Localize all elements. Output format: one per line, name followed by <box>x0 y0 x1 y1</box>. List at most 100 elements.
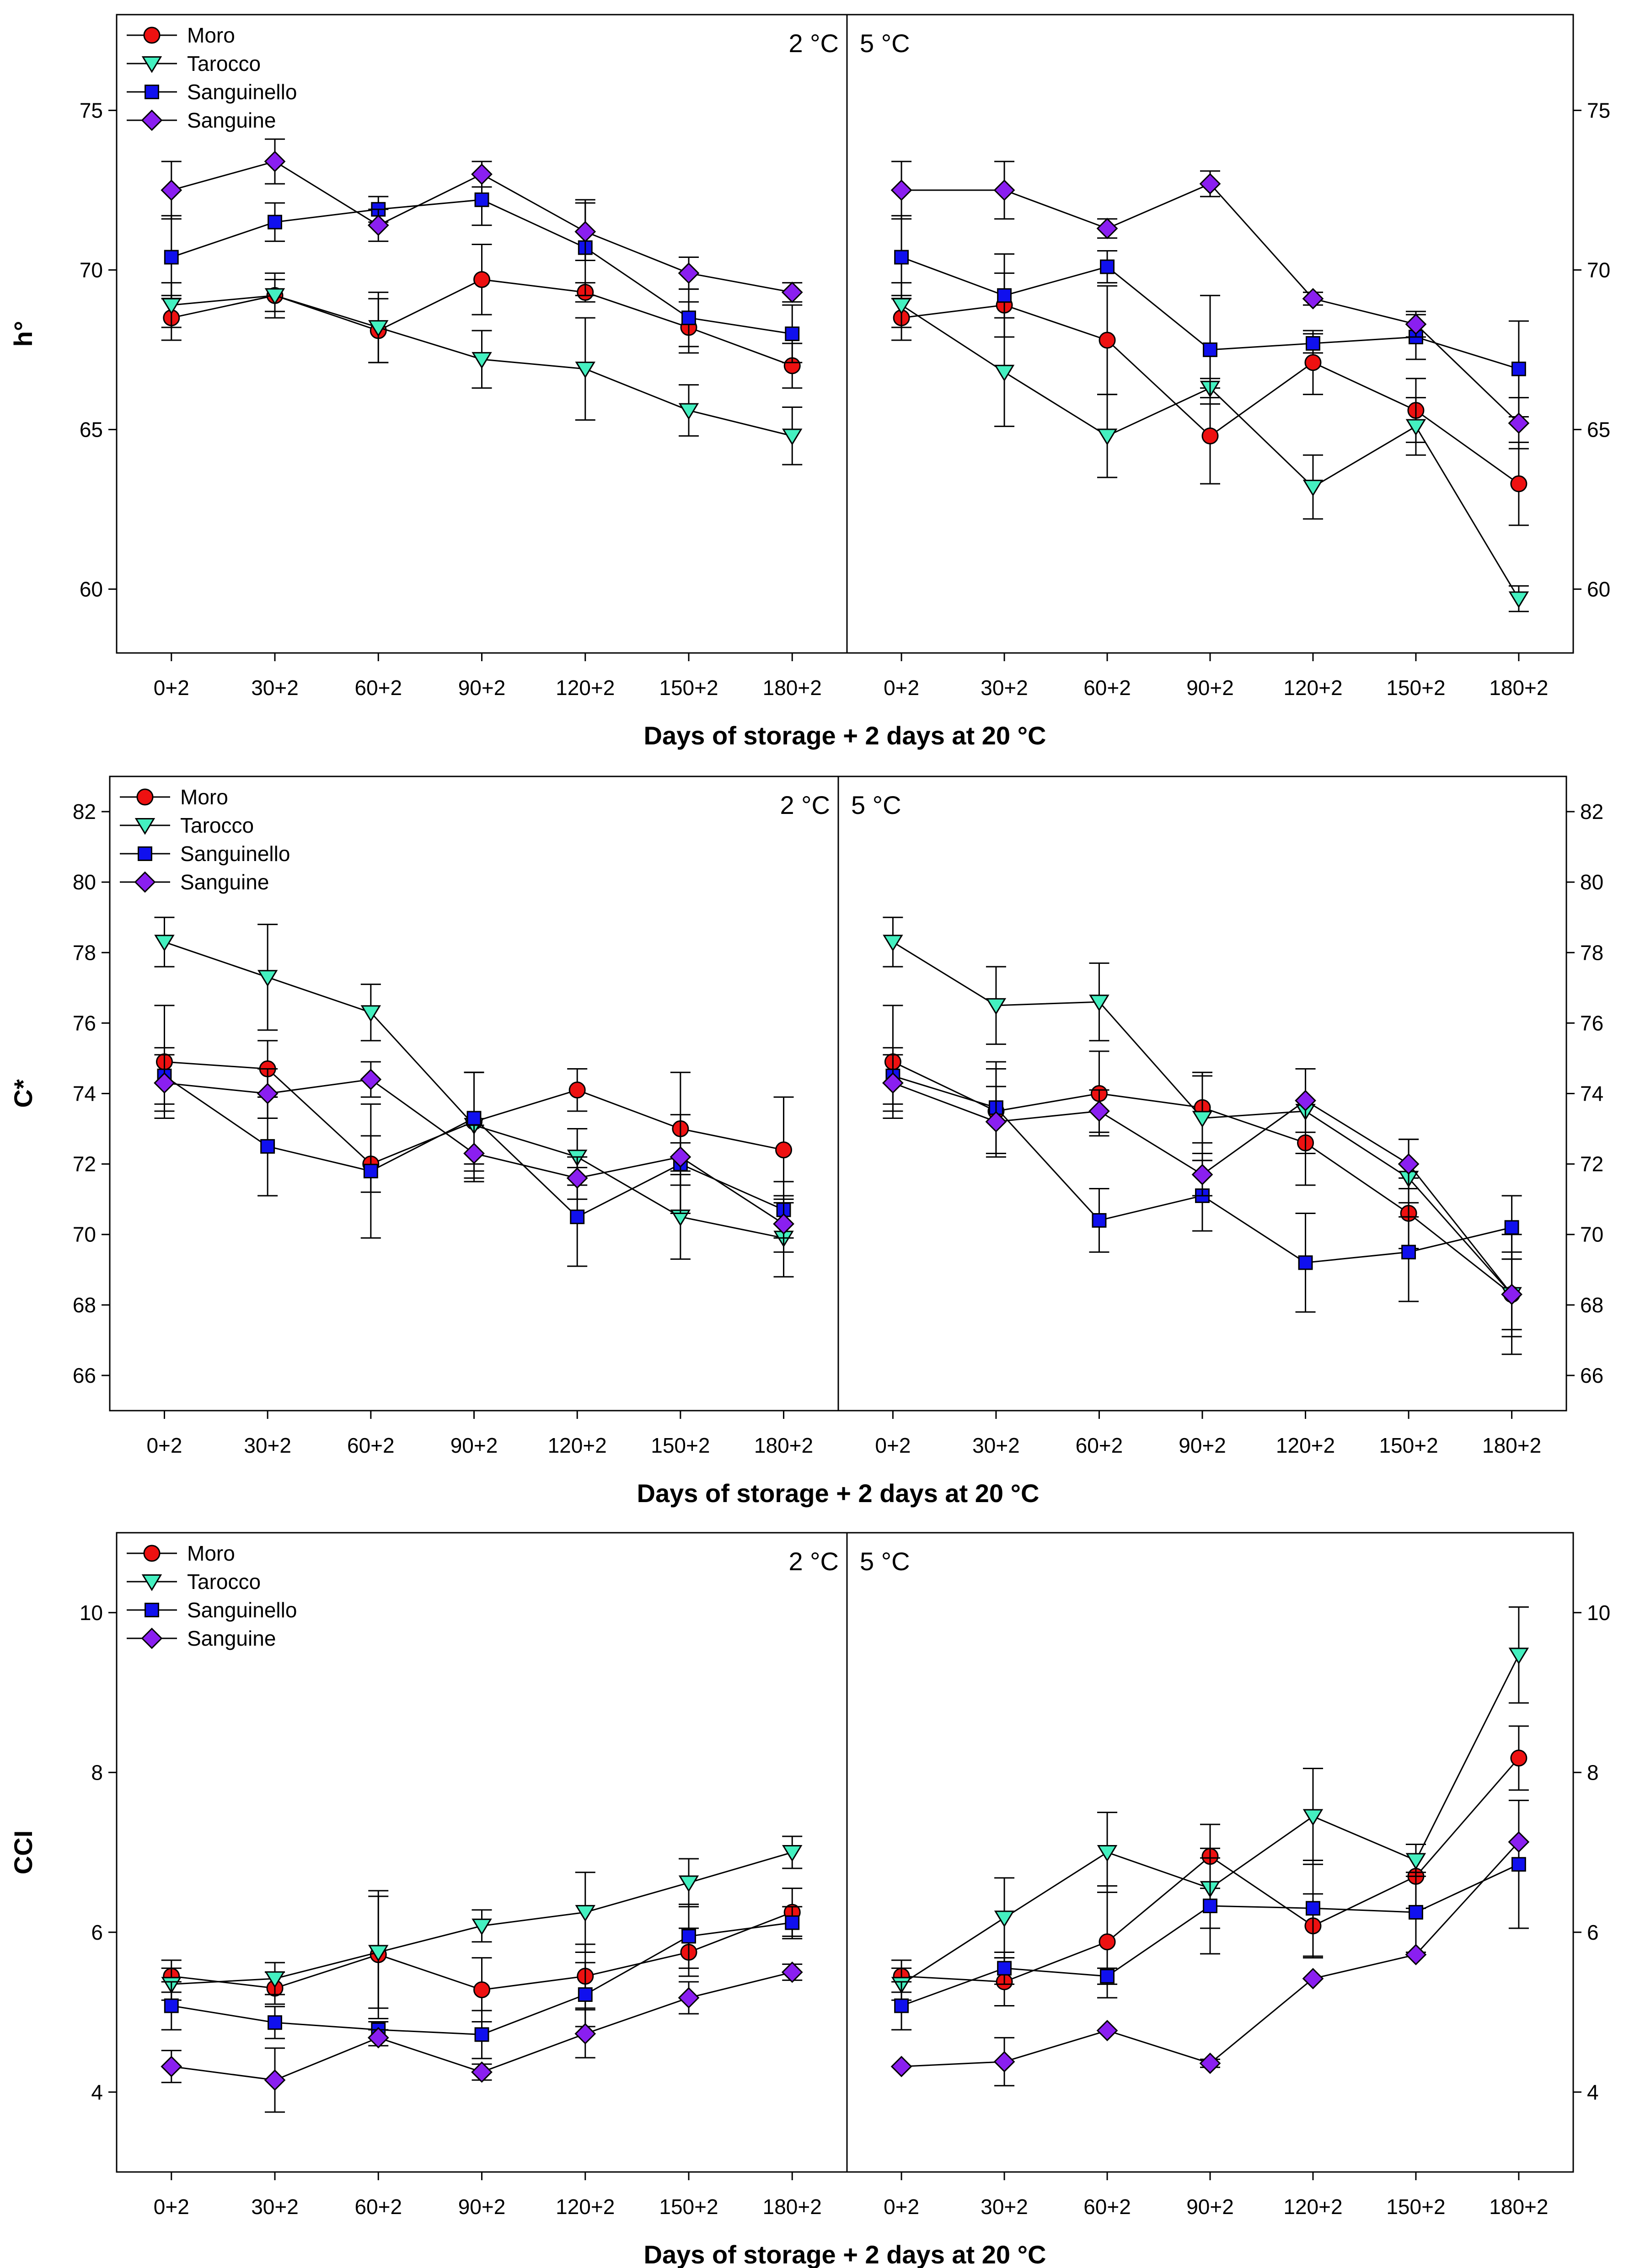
data-point <box>368 1945 389 1962</box>
legend-marker-sanguinello <box>145 85 159 99</box>
data-point <box>575 1905 595 1922</box>
data-point <box>1304 354 1322 371</box>
legend-label-sanguinello: Sanguinello <box>187 80 297 104</box>
data-point <box>1203 342 1217 357</box>
data-point <box>782 1845 803 1862</box>
cci-ytick-label-left: 6 <box>91 1920 103 1944</box>
chroma-ytick-label-left: 66 <box>73 1364 96 1387</box>
chroma-chart: 66 66 68 68 70 70 72 72 74 74 76 76 78 78 80 80 82 82 0+2 3… <box>9 776 1603 1508</box>
data-point <box>1511 361 1526 376</box>
data-point <box>260 1139 275 1154</box>
data-point <box>1501 1284 1522 1305</box>
data-point <box>1302 1968 1324 1990</box>
hue-ytick-label-left: 70 <box>80 258 103 282</box>
data-point <box>474 2027 489 2042</box>
chroma-ytick-label-right: 80 <box>1580 870 1603 894</box>
cci-panel-0-series-sanguinello <box>161 1904 803 2059</box>
data-point <box>890 179 912 201</box>
data-point <box>1097 428 1118 446</box>
chroma-ytick-label-left: 70 <box>73 1223 96 1246</box>
data-point <box>997 1961 1012 1976</box>
data-point <box>775 1141 793 1159</box>
data-point <box>894 250 909 265</box>
legend-marker-sanguinello <box>138 846 152 861</box>
hue-ytick-label-left: 75 <box>80 98 103 122</box>
cci-xtick-label: 120+2 <box>556 2195 615 2219</box>
cci-ytick-label-right: 4 <box>1587 2080 1599 2104</box>
hue-xtick-label: 30+2 <box>251 676 299 700</box>
data-point <box>1306 1901 1320 1916</box>
chroma-ytick-label-left: 80 <box>73 870 96 894</box>
data-point <box>1504 1220 1519 1235</box>
hue-chart: 60 60 65 65 70 70 75 75 0+2 30+2 60+2 90+2 120+2 150+… <box>9 14 1610 750</box>
hue-panel-1-series-sanguinello <box>891 215 1529 417</box>
hue-xtick-label: 150+2 <box>1386 676 1445 700</box>
chroma-ytick-label-right: 82 <box>1580 800 1603 824</box>
data-point <box>1099 332 1116 349</box>
cci-ytick-label-left: 8 <box>91 1760 103 1784</box>
data-point <box>994 364 1015 382</box>
data-point <box>1192 1111 1213 1128</box>
cci-ytick-label-right: 10 <box>1587 1601 1610 1625</box>
data-point <box>574 221 596 243</box>
data-point <box>1405 419 1426 436</box>
data-point <box>264 288 285 305</box>
cci-xtick-label: 120+2 <box>1283 2195 1342 2219</box>
legend-marker-sanguine <box>134 871 156 893</box>
legend-marker-sanguine <box>141 1627 163 1649</box>
data-point <box>474 192 489 207</box>
hue-xtick-label: 180+2 <box>763 676 822 700</box>
data-point <box>986 998 1007 1015</box>
chroma-xtick-label: 180+2 <box>754 1434 813 1457</box>
hue-ytick-label-left: 65 <box>80 417 103 441</box>
chroma-ytick-label-right: 74 <box>1580 1082 1603 1106</box>
hue-panel-0-series-tarocco <box>161 272 803 465</box>
data-point <box>264 150 286 172</box>
data-point <box>360 1069 382 1091</box>
data-point <box>164 1998 179 2013</box>
hue-y-axis-title: h° <box>9 321 38 347</box>
chroma-panel-label-2c: 2 °C <box>780 791 830 819</box>
cci-xtick-label: 30+2 <box>981 2195 1028 2219</box>
hue-ytick-label-right: 75 <box>1587 98 1610 122</box>
data-point <box>268 214 282 230</box>
chroma-xtick-label: 90+2 <box>1179 1434 1226 1457</box>
hue-plot-frame <box>116 14 1574 654</box>
legend-marker-sanguine <box>141 109 163 131</box>
data-point <box>1099 1933 1116 1951</box>
cci-panel-0-series-moro <box>161 1888 803 2022</box>
chroma-ytick-label-right: 70 <box>1580 1223 1603 1246</box>
data-point <box>466 1111 482 1126</box>
data-point <box>1096 218 1118 240</box>
data-point <box>894 1998 909 2013</box>
hue-ytick-label-right: 65 <box>1587 417 1610 441</box>
data-point <box>1508 412 1530 434</box>
cci-panel-label-2c: 2 °C <box>788 1547 839 1576</box>
chroma-ytick-label-right: 66 <box>1580 1364 1603 1387</box>
legend-label-sanguine: Sanguine <box>187 1626 276 1650</box>
cci-xtick-label: 60+2 <box>1083 2195 1131 2219</box>
chroma-ytick-label-left: 72 <box>73 1152 96 1176</box>
hue-xtick-label: 120+2 <box>1283 676 1342 700</box>
chroma-xtick-label: 0+2 <box>146 1434 182 1457</box>
chroma-xtick-label: 120+2 <box>1276 1434 1335 1457</box>
legend-marker-tarocco <box>141 1574 162 1591</box>
cci-xtick-label: 90+2 <box>458 2195 506 2219</box>
chroma-panel-0-series-tarocco <box>154 916 794 1278</box>
chroma-ytick-label-left: 76 <box>73 1011 96 1035</box>
legend-marker-sanguinello <box>145 1603 159 1617</box>
data-point <box>997 288 1012 303</box>
data-point <box>164 250 179 265</box>
data-point <box>1199 173 1221 195</box>
data-point <box>1408 1905 1423 1920</box>
hue-x-axis-title: Days of storage + 2 days at 20 °C <box>644 721 1046 750</box>
data-point <box>1089 995 1109 1011</box>
hue-xtick-label: 60+2 <box>354 676 402 700</box>
data-point <box>473 271 490 288</box>
legend-marker-tarocco <box>141 56 162 73</box>
data-point <box>264 2069 286 2091</box>
data-point <box>264 1971 285 1988</box>
data-point <box>161 2055 182 2077</box>
hue-panel-0-series-sanguinello <box>161 173 803 364</box>
